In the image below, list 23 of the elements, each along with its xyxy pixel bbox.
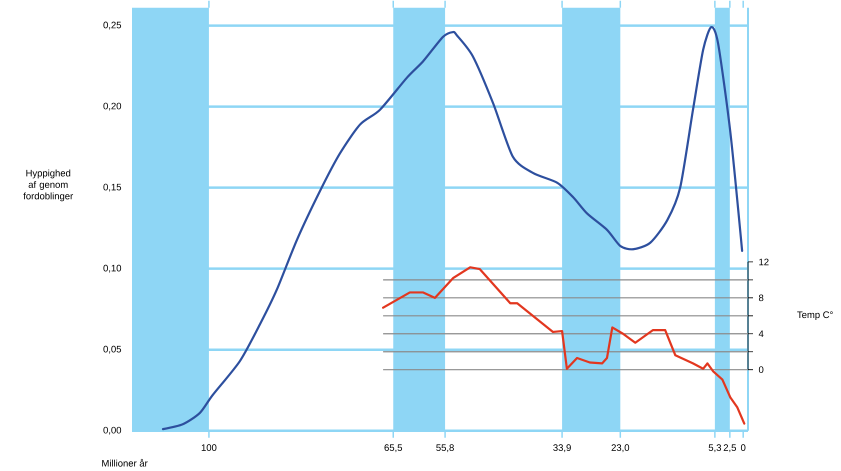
y2-tick-label: 12 (759, 258, 769, 266)
y-tick-label: 0,20 (103, 102, 122, 111)
y-tick-label: 0,10 (103, 264, 122, 273)
line-series (382, 266, 746, 425)
y2-tick-label: 0 (758, 366, 764, 374)
x-tick-label: 33,9 (553, 444, 571, 452)
x-axis-title: Millioner år (102, 459, 148, 467)
y-axis-title: Hyppighed af genom fordoblinger (23, 170, 74, 202)
x-tick-label: 2,5 (724, 444, 736, 452)
x-tick-label: 100 (202, 444, 216, 452)
line-series (162, 26, 744, 430)
x-tick-label: 55,8 (436, 444, 454, 452)
x-tick-label: 5,3 (708, 444, 722, 452)
x-tick-label: 0 (740, 444, 746, 452)
y2-axis-title: Temp C° (797, 312, 833, 320)
y-tick-label: 0,15 (103, 184, 122, 192)
x-tick-label: 23,0 (612, 444, 630, 452)
y-tick-label: 0,05 (103, 346, 122, 354)
y2-tick-label: 8 (758, 294, 764, 302)
x-tick-label: 65,5 (384, 444, 402, 452)
y2-tick-label: 4 (758, 330, 764, 338)
y-tick-label: 0,25 (103, 22, 122, 30)
y-tick-label: 0,00 (103, 426, 122, 435)
